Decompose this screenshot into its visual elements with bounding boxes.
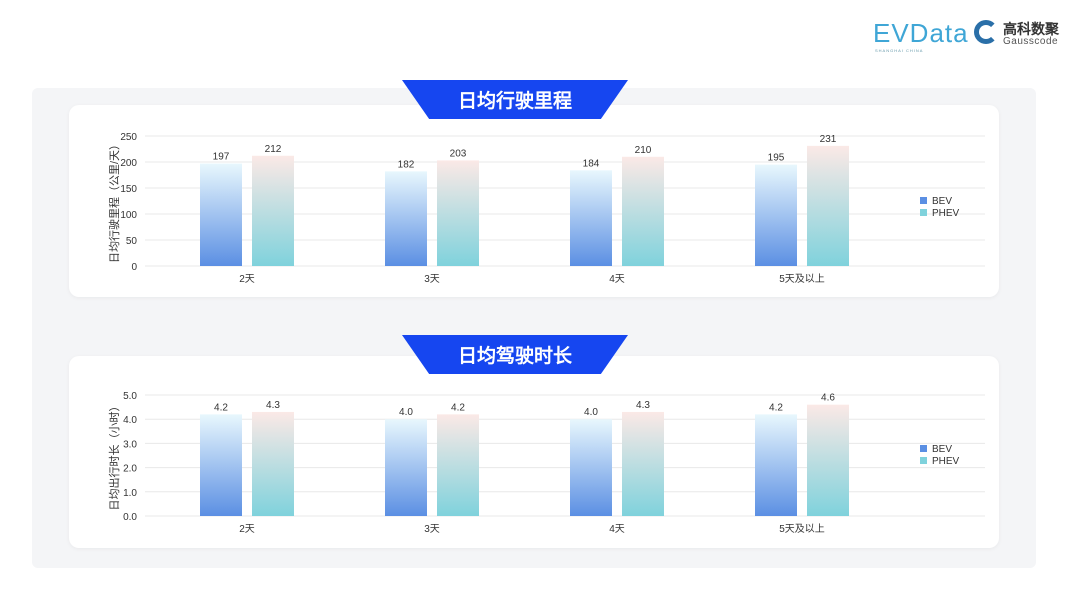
y-tick-label: 100: [120, 210, 137, 221]
gausscode-logo-en: Gausscode: [1003, 36, 1059, 47]
evdata-logo-sub: SHANGHAI CHINA: [875, 48, 924, 53]
data-label: 4.6: [821, 393, 835, 404]
gausscode-logo-cn: 高科数聚: [1003, 22, 1059, 38]
data-label: 4.3: [266, 400, 280, 411]
legend-label: PHEV: [932, 208, 960, 219]
data-label: 4.3: [636, 400, 650, 411]
y-tick-label: 50: [126, 236, 138, 247]
bar-bev: [200, 163, 242, 266]
y-tick-label: 1.0: [123, 488, 137, 499]
bar-bev: [385, 419, 427, 516]
bar-bev: [570, 419, 612, 516]
x-tick-label: 4天: [609, 524, 625, 535]
y-tick-label: 250: [120, 132, 137, 143]
bar-phev: [807, 404, 849, 516]
data-label: 212: [265, 144, 282, 155]
bar-bev: [755, 164, 797, 266]
x-tick-label: 2天: [239, 274, 255, 285]
bar-phev: [437, 160, 479, 266]
bar-bev: [200, 414, 242, 516]
y-tick-label: 150: [120, 184, 137, 195]
y-tick-label: 3.0: [123, 439, 137, 450]
x-tick-label: 4天: [609, 274, 625, 285]
data-label: 182: [398, 159, 415, 170]
x-tick-label: 5天及以上: [779, 523, 825, 535]
y-tick-label: 5.0: [123, 391, 137, 402]
data-label: 184: [583, 158, 600, 169]
data-label: 195: [768, 153, 785, 164]
bar-bev: [570, 170, 612, 266]
bar-bev: [385, 171, 427, 266]
x-tick-label: 2天: [239, 524, 255, 535]
y-axis-label: 日均出行时长（小时）: [107, 401, 121, 511]
data-label: 4.2: [451, 402, 465, 413]
y-tick-label: 200: [120, 158, 137, 169]
y-tick-label: 4.0: [123, 415, 137, 426]
mileage-card: 0 50 100 150 200 250 日均行驶里程（公里/天） 2天 197 212 3天 182…: [69, 105, 999, 297]
bar-phev: [622, 156, 664, 266]
mileage-title: 日均行驶里程: [402, 80, 628, 119]
data-label: 210: [635, 145, 652, 156]
legend-swatch: [920, 197, 927, 204]
data-label: 4.0: [399, 407, 413, 418]
bar-phev: [252, 155, 294, 266]
x-tick-label: 3天: [424, 274, 440, 285]
x-tick-label: 5天及以上: [779, 273, 825, 285]
evdata-logo-text: EVData: [873, 18, 969, 48]
x-tick-label: 3天: [424, 524, 440, 535]
bar-phev: [252, 411, 294, 516]
data-label: 4.0: [584, 407, 598, 418]
gausscode-logo-icon: [974, 20, 998, 44]
bar-phev: [807, 145, 849, 266]
legend-label: BEV: [932, 196, 952, 207]
evdata-logo: EVData SHANGHAI CHINA: [873, 18, 969, 53]
legend-swatch: [920, 209, 927, 216]
data-label: 4.2: [214, 402, 228, 413]
y-tick-label: 2.0: [123, 464, 137, 475]
bar-phev: [622, 411, 664, 516]
legend-label: BEV: [932, 444, 952, 455]
y-axis-label: 日均行驶里程（公里/天）: [107, 139, 121, 263]
y-tick-label: 0: [131, 262, 137, 273]
data-label: 4.2: [769, 402, 783, 413]
duration-title: 日均驾驶时长: [402, 335, 628, 374]
data-label: 197: [213, 152, 230, 163]
duration-card: 0.0 1.0 2.0 3.0 4.0 5.0 日均出行时长（小时） 2天 4.2 4.3 3天 4.…: [69, 356, 999, 548]
legend-swatch: [920, 457, 927, 464]
data-label: 203: [450, 148, 467, 159]
bar-phev: [437, 414, 479, 516]
legend-swatch: [920, 445, 927, 452]
y-tick-label: 0.0: [123, 512, 137, 523]
bar-bev: [755, 414, 797, 516]
legend-label: PHEV: [932, 456, 960, 467]
data-label: 231: [820, 134, 837, 145]
